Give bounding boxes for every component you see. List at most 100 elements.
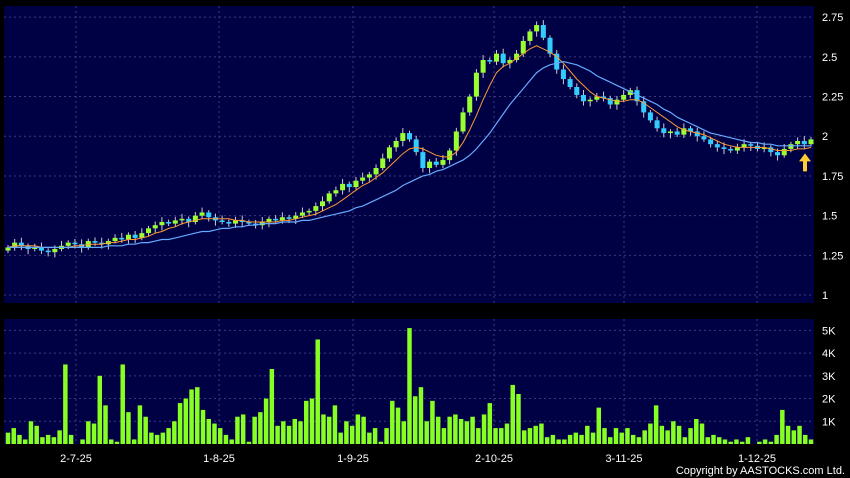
volume-bar xyxy=(344,421,349,444)
candle-body xyxy=(493,53,500,62)
volume-bar xyxy=(791,430,797,444)
candle-body xyxy=(467,96,473,113)
volume-bar xyxy=(126,412,131,444)
arrow-shape xyxy=(799,153,811,172)
volume-bar xyxy=(258,412,263,444)
up-arrow-icon xyxy=(799,153,811,172)
candle-body xyxy=(299,212,305,216)
volume-bar xyxy=(252,416,257,444)
volume-bar xyxy=(229,439,234,444)
volume-bar xyxy=(688,428,693,444)
volume-bar xyxy=(516,394,521,444)
candle-body xyxy=(393,141,399,148)
date-tick-label: 2-7-25 xyxy=(60,453,92,465)
date-tick-label: 3-11-25 xyxy=(605,453,642,465)
volume-bar xyxy=(361,416,366,444)
volume-bar xyxy=(401,421,407,444)
candle-body xyxy=(279,217,285,221)
price-panel: 1 1.25 1.5 1.75 2 2.25 2.5 2.75 xyxy=(4,6,843,303)
candle-body xyxy=(768,147,774,153)
candle-body xyxy=(152,225,158,229)
candle-body xyxy=(186,218,192,222)
volume-bar xyxy=(17,434,22,444)
volume-bar xyxy=(131,439,137,444)
volume-bar xyxy=(447,416,452,444)
candle-body xyxy=(587,99,593,102)
price-tick-label: 2.75 xyxy=(822,12,843,24)
volume-bar xyxy=(430,400,435,444)
candle-body xyxy=(92,241,98,243)
volume-bar xyxy=(676,425,682,444)
candle-body xyxy=(346,183,352,188)
candle-body xyxy=(473,72,479,97)
volume-bar xyxy=(28,421,34,444)
candle-body xyxy=(226,222,232,224)
volume-tick-label: 5K xyxy=(822,325,836,337)
candle-body xyxy=(601,96,607,99)
candle-body xyxy=(667,131,673,134)
volume-bar xyxy=(189,389,194,444)
volume-bar xyxy=(590,432,596,444)
candle-body xyxy=(12,242,18,248)
volume-bar xyxy=(263,398,269,444)
volume-bar xyxy=(636,437,642,444)
volume-bar xyxy=(304,400,309,444)
volume-tick-label: 4K xyxy=(822,348,836,360)
volume-bar xyxy=(458,419,464,444)
candle-body xyxy=(360,177,366,181)
candle-body xyxy=(614,99,620,105)
price-tick-label: 2.25 xyxy=(822,92,843,104)
volume-bar xyxy=(195,387,200,444)
candle-body xyxy=(386,147,392,159)
volume-bar xyxy=(470,416,475,444)
volume-bar xyxy=(372,428,378,444)
candle-body xyxy=(761,147,767,149)
candle-body xyxy=(413,139,419,153)
candle-body xyxy=(427,161,433,168)
volume-bar xyxy=(206,419,211,444)
volume-bar xyxy=(476,428,481,444)
volume-bar xyxy=(390,400,395,444)
candle-body xyxy=(540,25,546,38)
date-tick-label: 1-12-25 xyxy=(738,453,776,465)
candle-body xyxy=(206,212,212,218)
price-tick-label: 1.75 xyxy=(822,171,843,183)
volume-bar xyxy=(665,430,670,444)
candle-body xyxy=(534,25,540,32)
volume-bar xyxy=(217,428,223,444)
volume-bar xyxy=(499,428,504,444)
candle-body xyxy=(801,141,807,145)
volume-bar xyxy=(114,441,120,444)
candle-body xyxy=(326,193,332,202)
volume-bar xyxy=(464,421,470,444)
candle-body xyxy=(32,247,38,249)
volume-bar xyxy=(355,414,361,444)
volume-bar xyxy=(441,428,447,444)
candle-body xyxy=(366,174,372,178)
candle-body xyxy=(775,152,781,156)
candle-body xyxy=(112,237,118,242)
volume-bar xyxy=(585,425,590,444)
candle-body xyxy=(808,139,814,145)
volume-bar xyxy=(86,421,91,444)
candle-body xyxy=(634,90,640,102)
volume-bar xyxy=(768,441,774,444)
volume-bar xyxy=(625,428,630,444)
volume-bar xyxy=(68,434,74,444)
candle-body xyxy=(594,96,600,100)
volume-bar xyxy=(292,419,298,444)
candle-body xyxy=(621,94,627,100)
volume-bar xyxy=(562,439,567,444)
volume-bar xyxy=(739,441,745,444)
date-tick-label: 1-9-25 xyxy=(337,453,369,465)
volume-bar xyxy=(57,430,62,444)
candle-body xyxy=(514,53,520,60)
candle-body xyxy=(273,218,279,221)
volume-bar xyxy=(91,423,97,444)
date-tick-label: 1-8-25 xyxy=(203,453,235,465)
candle-body xyxy=(333,190,339,194)
volume-bar xyxy=(642,430,647,444)
candle-body xyxy=(406,133,413,140)
volume-bar xyxy=(212,423,217,444)
volume-bar xyxy=(63,364,68,444)
